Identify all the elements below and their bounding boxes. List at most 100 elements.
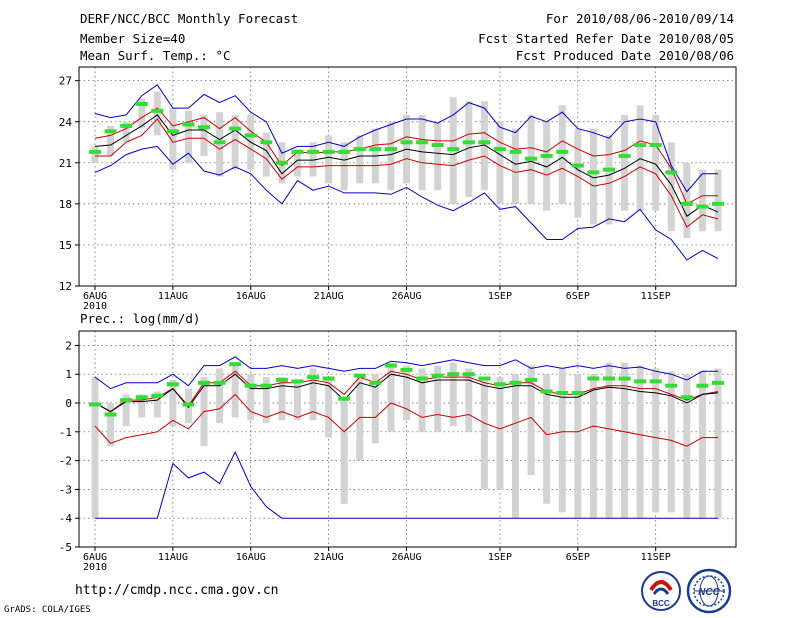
median-marker xyxy=(493,382,506,387)
ensemble-range-box xyxy=(387,362,395,432)
median-marker xyxy=(696,204,709,209)
ensemble-range-box xyxy=(184,110,192,163)
y-tick-label: 12 xyxy=(59,280,72,293)
median-marker xyxy=(416,140,429,145)
forecast-period: For 2010/08/06-2010/09/14 xyxy=(545,11,734,26)
ensemble-range-box xyxy=(107,403,115,447)
median-marker xyxy=(400,367,413,372)
mean-line xyxy=(94,114,719,217)
median-marker xyxy=(680,395,693,400)
median-marker xyxy=(369,380,382,385)
forecast-produced-date: Fcst Produced Date 2010/08/06 xyxy=(515,48,734,63)
ensemble-range-box xyxy=(527,365,535,475)
x-tick-label: 26AUG xyxy=(391,552,421,563)
ensemble-range-box xyxy=(480,101,488,191)
median-marker xyxy=(525,156,538,161)
median-marker xyxy=(307,375,320,380)
median-marker xyxy=(478,376,491,381)
upper-line xyxy=(94,84,718,193)
ensemble-range-box xyxy=(512,374,520,519)
lower-line xyxy=(94,145,719,261)
median-marker xyxy=(587,376,600,381)
ensemble-range-box xyxy=(574,374,582,519)
temp-variable-label: Mean Surf. Temp.: °C xyxy=(80,48,231,63)
median-marker xyxy=(182,402,195,407)
x-tick-label: 11AUG xyxy=(158,291,188,302)
median-marker xyxy=(229,126,242,131)
ensemble-range-box xyxy=(465,101,473,198)
x-tick-label: 21AUG xyxy=(314,552,344,563)
ensemble-range-box xyxy=(169,379,177,427)
median-marker xyxy=(509,149,522,154)
median-marker xyxy=(556,149,569,154)
ensemble-range-box xyxy=(667,371,675,513)
ensemble-range-box xyxy=(449,362,457,427)
median-marker xyxy=(135,101,148,106)
ensemble-range-box xyxy=(418,368,426,432)
x-tick-year: 2010 xyxy=(83,301,107,312)
y-tick-label: 0 xyxy=(65,397,72,410)
median-marker xyxy=(712,380,724,385)
ensemble-range-box xyxy=(216,368,224,424)
x-tick-label: 6AUG xyxy=(83,291,107,302)
median-marker xyxy=(120,123,133,128)
ensemble-range-box xyxy=(122,121,130,143)
median-marker xyxy=(447,372,460,377)
y-tick-label: 21 xyxy=(59,157,72,170)
bcc-logo-text: BCC xyxy=(652,599,670,608)
plot-frame xyxy=(78,66,737,287)
x-tick-label: 1SEP xyxy=(488,291,512,302)
median-marker xyxy=(447,147,460,152)
ensemble-range-box xyxy=(496,377,504,490)
median-marker xyxy=(540,153,553,158)
ensemble-range-box xyxy=(356,135,364,184)
ensemble-range-box xyxy=(558,368,566,513)
y-tick-label: 24 xyxy=(59,116,73,129)
y-tick-label: -3 xyxy=(59,483,72,496)
ensemble-range-box xyxy=(262,132,270,177)
ensemble-range-box xyxy=(698,169,706,232)
median-marker xyxy=(665,170,678,175)
mean-line xyxy=(94,373,719,413)
ensemble-range-box xyxy=(605,135,613,225)
median-marker xyxy=(260,383,273,388)
median-marker xyxy=(571,163,584,168)
median-marker xyxy=(493,147,506,152)
x-tick-label: 11AUG xyxy=(158,552,188,563)
ensemble-range-box xyxy=(512,128,520,204)
median-marker xyxy=(416,376,429,381)
ensemble-range-box xyxy=(107,125,115,156)
median-marker xyxy=(275,160,288,165)
median-marker xyxy=(384,363,397,368)
median-marker xyxy=(89,149,101,154)
y-tick-label: -5 xyxy=(59,541,72,554)
ensemble-range-box xyxy=(309,368,317,421)
ensemble-range-box xyxy=(418,114,426,191)
median-marker xyxy=(338,396,351,401)
median-marker xyxy=(213,140,226,145)
y-tick-label: -4 xyxy=(59,512,73,525)
ensemble-range-box xyxy=(543,121,551,211)
median-marker xyxy=(151,393,164,398)
median-marker xyxy=(307,149,320,154)
ensemble-range-box xyxy=(138,394,146,418)
median-marker xyxy=(649,379,662,384)
ncc-logo-text: NCC xyxy=(698,587,720,598)
ensemble-range-box xyxy=(403,365,410,421)
ensemble-range-box xyxy=(714,169,722,232)
median-marker xyxy=(104,129,117,134)
median-marker xyxy=(696,383,709,388)
ensemble-range-box xyxy=(122,394,130,427)
ensemble-range-box xyxy=(231,114,239,170)
source-url[interactable]: http://cmdp.ncc.cma.gov.cn xyxy=(75,583,279,598)
median-marker xyxy=(166,129,179,134)
ensemble-range-box xyxy=(589,128,597,225)
median-marker xyxy=(431,143,444,148)
member-size: Member Size=40 xyxy=(80,31,186,46)
median-marker xyxy=(244,133,257,138)
x-tick-label: 16AUG xyxy=(236,552,266,563)
ensemble-range-box xyxy=(558,105,566,204)
